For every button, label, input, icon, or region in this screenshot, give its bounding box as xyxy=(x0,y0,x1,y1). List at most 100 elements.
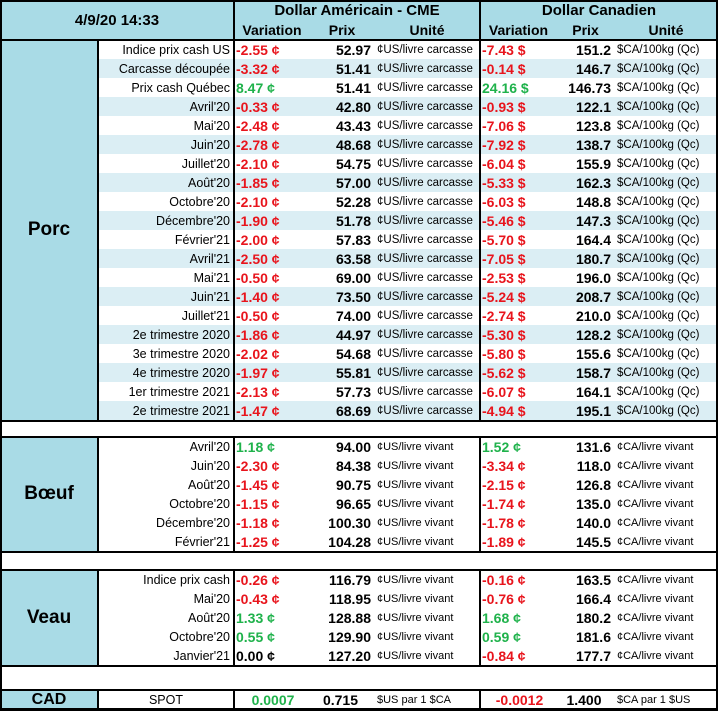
cad-variation: 1.68 ¢ xyxy=(482,609,521,626)
usd-prix: 129.90 xyxy=(328,628,371,645)
row-label: Août'20 xyxy=(187,175,230,190)
usd-prix: 90.75 xyxy=(335,476,371,493)
usd-prix: 96.65 xyxy=(335,495,371,512)
row-label: 2e trimestre 2021 xyxy=(132,403,230,418)
usd-prix: 100.30 xyxy=(328,514,371,531)
usd-unit: ¢US/livre vivant xyxy=(377,630,454,643)
usd-variation: -1.45 ¢ xyxy=(236,476,280,493)
usd-prix: 57.83 xyxy=(335,231,371,248)
cad-prix: 146.73 xyxy=(568,79,611,96)
usd-unit: ¢US/livre carcasse xyxy=(377,290,473,303)
usd-unit: ¢US/livre carcasse xyxy=(377,195,473,208)
usd-prix: 84.38 xyxy=(335,457,371,474)
cad-unit: $CA/100kg (Qc) xyxy=(617,366,700,379)
row-label: 1er trimestre 2021 xyxy=(128,384,230,399)
usd-prix: 127.20 xyxy=(328,647,371,664)
row-label: Juin'20 xyxy=(190,458,230,473)
cad-unit: $CA/100kg (Qc) xyxy=(617,119,700,132)
row-label: Indice prix cash US xyxy=(122,42,230,57)
usd-variation: -2.00 ¢ xyxy=(236,231,280,248)
cad-prix: 145.5 xyxy=(575,533,611,550)
cad-unit: $CA/100kg (Qc) xyxy=(617,347,700,360)
row-label: 4e trimestre 2020 xyxy=(132,365,230,380)
cad-unit: ¢CA/livre vivant xyxy=(617,497,694,510)
cad-prix: 181.6 xyxy=(575,628,611,645)
row-label: Octobre'20 xyxy=(169,194,230,209)
usd-prix: 104.28 xyxy=(328,533,371,550)
cad-prix: 135.0 xyxy=(575,495,611,512)
usd-prix: 68.69 xyxy=(335,402,371,419)
grid-line xyxy=(97,40,99,420)
cad-unit: $CA/100kg (Qc) xyxy=(617,252,700,265)
usd-prix: 69.00 xyxy=(335,269,371,286)
cad-prix: 138.7 xyxy=(575,136,611,153)
usd-unit: ¢US/livre carcasse xyxy=(377,157,473,170)
row-stripe xyxy=(98,135,718,154)
grid-line xyxy=(479,437,481,551)
cad-unit: $CA/100kg (Qc) xyxy=(617,43,700,56)
cad-unit: $CA/100kg (Qc) xyxy=(617,100,700,113)
usd-unit: ¢US/livre carcasse xyxy=(377,81,473,94)
cad-prix: 195.1 xyxy=(575,402,611,419)
usd-unit: ¢US/livre vivant xyxy=(377,573,454,586)
cad-prix: 155.6 xyxy=(575,345,611,362)
cad-unit: $CA/100kg (Qc) xyxy=(617,328,700,341)
row-label: Juillet'20 xyxy=(181,156,230,171)
cad-prix: 180.7 xyxy=(575,250,611,267)
usd-variation: -1.40 ¢ xyxy=(236,288,280,305)
usd-prix-header: Prix xyxy=(328,22,356,38)
usd-prix: 55.81 xyxy=(335,364,371,381)
usd-unit: ¢US/livre carcasse xyxy=(377,100,473,113)
timestamp: 4/9/20 14:33 xyxy=(74,11,160,29)
row-stripe xyxy=(98,401,718,420)
cad-variation: -5.80 $ xyxy=(482,345,526,362)
cad-unit: $CA/100kg (Qc) xyxy=(617,81,700,94)
usd-unit: $US par 1 $CA xyxy=(377,693,451,706)
cad-unit: $CA/100kg (Qc) xyxy=(617,309,700,322)
cad-prix: 164.4 xyxy=(575,231,611,248)
row-label: Juin'21 xyxy=(190,289,230,304)
row-label: Février'21 xyxy=(174,232,230,247)
row-stripe xyxy=(98,249,718,268)
usd-unit: ¢US/livre vivant xyxy=(377,649,454,662)
cad-unit: ¢CA/livre vivant xyxy=(617,535,694,548)
cad-unit: $CA/100kg (Qc) xyxy=(617,271,700,284)
row-label: Indice prix cash xyxy=(143,572,230,587)
cad-unit: $CA/100kg (Qc) xyxy=(617,214,700,227)
cad-prix: 164.1 xyxy=(575,383,611,400)
cad-variation: -0.93 $ xyxy=(482,98,526,115)
section-label: Bœuf xyxy=(0,437,98,551)
usd-unit: ¢US/livre carcasse xyxy=(377,404,473,417)
usd-variation: -2.13 ¢ xyxy=(236,383,280,400)
cad-prix: 163.5 xyxy=(575,571,611,588)
cad-variation: -2.15 ¢ xyxy=(482,476,526,493)
usd-variation: -1.47 ¢ xyxy=(236,402,280,419)
cad-title: Dollar Canadien xyxy=(541,1,657,19)
cad-variation: -7.05 $ xyxy=(482,250,526,267)
row-label: Avril'20 xyxy=(189,439,230,454)
usd-unit: ¢US/livre carcasse xyxy=(377,233,473,246)
usd-unit: ¢US/livre vivant xyxy=(377,535,454,548)
header-background xyxy=(0,0,718,40)
row-label: Mai'20 xyxy=(193,118,230,133)
usd-prix: 52.97 xyxy=(335,41,371,58)
usd-prix: 118.95 xyxy=(328,590,371,607)
cad-variation: -1.89 ¢ xyxy=(482,533,526,550)
usd-variation: -1.25 ¢ xyxy=(236,533,280,550)
usd-unit: ¢US/livre vivant xyxy=(377,478,454,491)
grid-line xyxy=(479,0,481,40)
cad-prix: 118.0 xyxy=(576,457,611,474)
usd-prix: 57.73 xyxy=(335,383,371,400)
section-label: CAD xyxy=(0,690,98,709)
usd-unit: ¢US/livre carcasse xyxy=(377,214,473,227)
cad-prix: 177.7 xyxy=(575,647,611,664)
row-label: Juillet'21 xyxy=(181,308,230,323)
usd-prix: 54.75 xyxy=(335,155,371,172)
cad-unit: $CA/100kg (Qc) xyxy=(617,404,700,417)
usd-variation-header: Variation xyxy=(242,22,302,38)
grid-line xyxy=(97,570,99,665)
row-label: Avril'21 xyxy=(189,251,230,266)
row-stripe xyxy=(98,211,718,230)
usd-unite-header: Unité xyxy=(409,22,445,38)
